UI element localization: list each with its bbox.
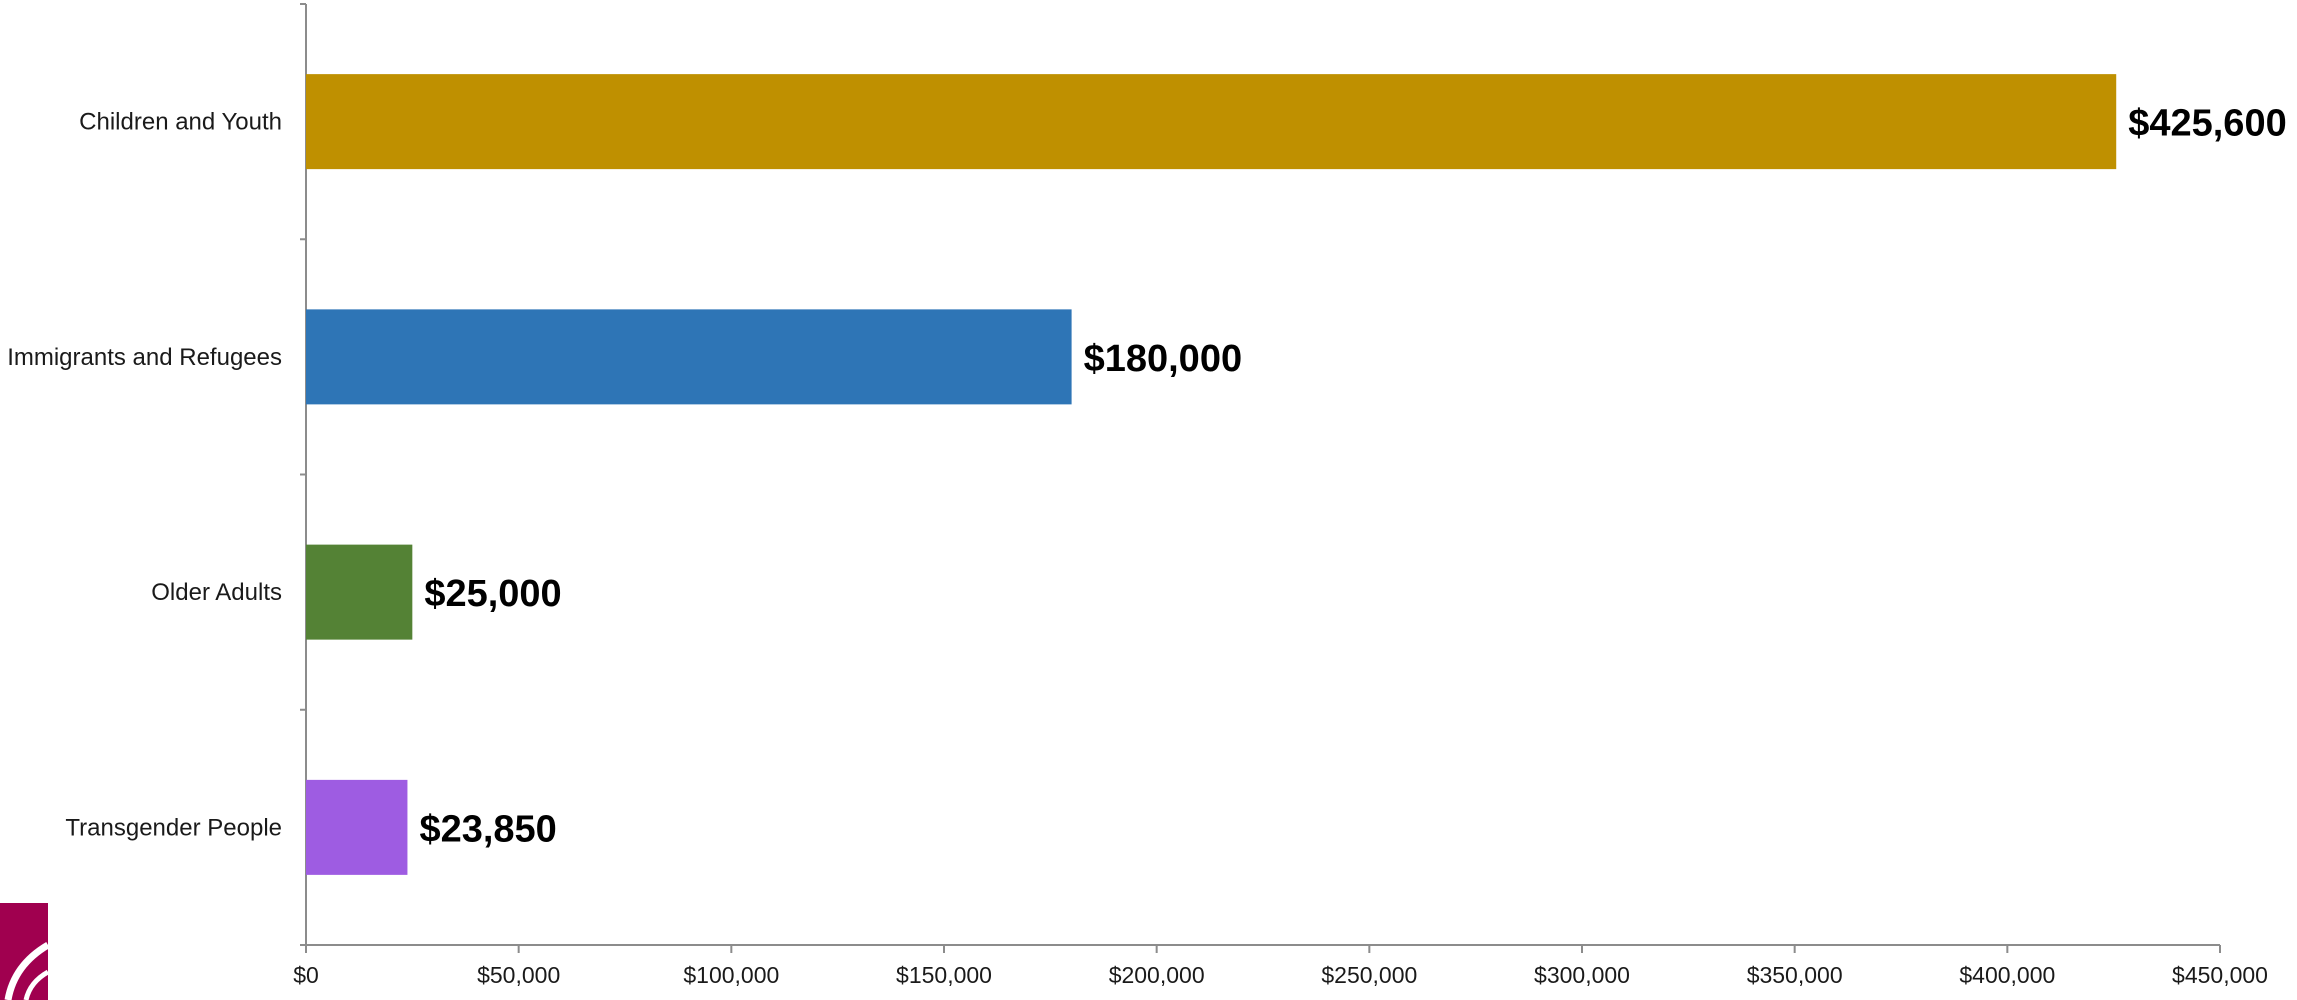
chart-axes: $0 $50,000 $100,000 $150,000 $200,000 $250,00…	[293, 3, 2268, 988]
x-tick-label: $350,000	[1747, 962, 1843, 988]
x-tick-label: $400,000	[1959, 962, 2055, 988]
chart-bars	[306, 74, 2117, 875]
x-tick-label: $250,000	[1321, 962, 1417, 988]
bar	[306, 309, 1072, 405]
chart-labels: Children and Youth $425,600 Immigrants and…	[7, 103, 2287, 851]
x-tick-label: $150,000	[896, 962, 992, 988]
x-tick-label: $50,000	[477, 962, 560, 988]
bar	[306, 779, 408, 875]
x-tick-label: $450,000	[2172, 962, 2268, 988]
category-label: Older Adults	[151, 579, 282, 606]
category-label: Transgender People	[65, 814, 282, 841]
data-label: $23,850	[419, 808, 556, 850]
x-tick-label: $300,000	[1534, 962, 1630, 988]
category-label: Children and Youth	[79, 109, 282, 136]
bar	[306, 74, 2117, 170]
brand-logo-icon	[0, 903, 50, 1000]
x-tick-label: $0	[293, 962, 319, 988]
category-label: Immigrants and Refugees	[7, 344, 282, 371]
bar	[306, 544, 413, 640]
data-label: $425,600	[2128, 103, 2287, 145]
x-tick-label: $100,000	[683, 962, 779, 988]
data-label: $180,000	[1084, 338, 1243, 380]
x-tick-label: $200,000	[1109, 962, 1205, 988]
data-label: $25,000	[424, 573, 561, 615]
